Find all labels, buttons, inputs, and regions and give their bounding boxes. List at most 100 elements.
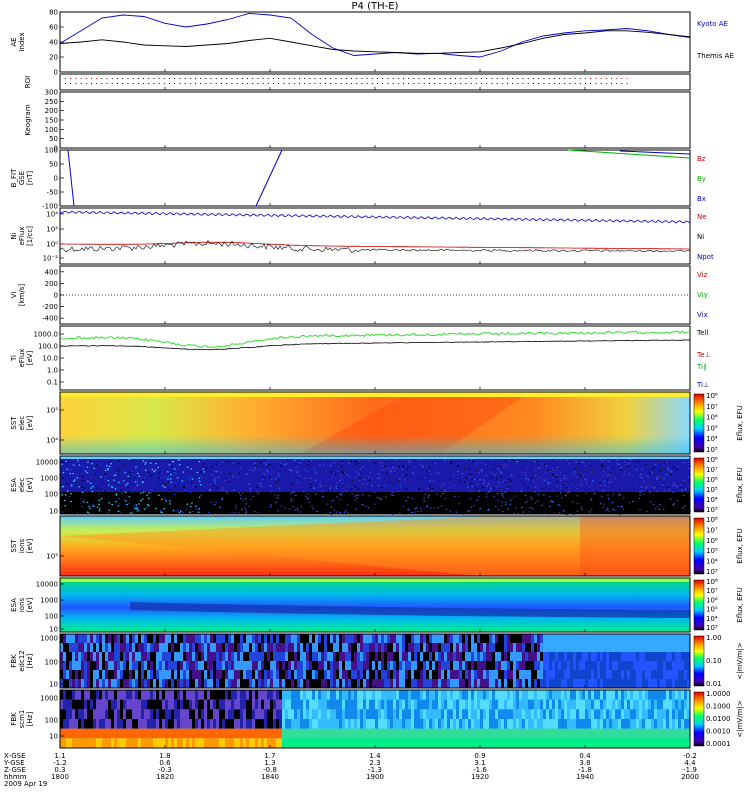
heatmap-pixel [320, 508, 322, 509]
heatmap-cell [156, 690, 159, 700]
heatmap-pixel [549, 496, 551, 497]
heatmap-pixel [687, 489, 689, 490]
heatmap-cell [168, 634, 171, 643]
heatmap-pixel [666, 462, 668, 463]
heatmap-cell [330, 709, 333, 719]
heatmap-cell [207, 738, 210, 748]
heatmap-cell [552, 679, 555, 688]
heatmap-cell [585, 709, 588, 719]
heatmap-pixel [576, 488, 578, 489]
heatmap-cell [321, 719, 324, 729]
heatmap-cell [543, 719, 546, 729]
heatmap-cell [105, 738, 108, 748]
heatmap-pixel [535, 484, 537, 485]
heatmap-cell [291, 729, 294, 739]
heatmap-cell [414, 729, 417, 739]
heatmap-cell [180, 661, 183, 670]
heatmap-cell [102, 634, 105, 643]
heatmap-cell [279, 738, 282, 748]
heatmap-cell [93, 652, 96, 661]
heatmap-cell [450, 729, 453, 739]
heatmap-cell [510, 652, 513, 661]
heatmap-pixel [568, 506, 570, 507]
heatmap-pixel [277, 497, 279, 498]
heatmap-cell [93, 661, 96, 670]
heatmap-cell [663, 643, 666, 652]
heatmap-cell [357, 679, 360, 688]
bx-trace [256, 150, 282, 206]
heatmap-cell [255, 738, 258, 748]
heatmap-pixel [620, 506, 622, 507]
heatmap-cell [492, 738, 495, 748]
heatmap-pixel [583, 462, 585, 463]
heatmap-pixel [480, 462, 482, 463]
heatmap-pixel [78, 486, 80, 487]
heatmap-cell [618, 729, 621, 739]
heatmap-cell [378, 738, 381, 748]
heatmap-cell [594, 670, 597, 679]
heatmap-cell [129, 709, 132, 719]
heatmap-cell [627, 643, 630, 652]
heatmap-cell [540, 643, 543, 652]
heatmap-cell [231, 661, 234, 670]
legend-label: Kyoto AE [697, 20, 728, 28]
heatmap-pixel [609, 511, 611, 512]
heatmap-cell [381, 670, 384, 679]
heatmap-cell [504, 661, 507, 670]
heatmap-cell [471, 729, 474, 739]
heatmap-cell [315, 670, 318, 679]
heatmap-pixel [129, 491, 131, 492]
heatmap-cell [681, 690, 684, 700]
heatmap-pixel [319, 482, 321, 483]
roi-dot [559, 78, 560, 79]
roi-dot [465, 78, 466, 79]
heatmap-cell [576, 729, 579, 739]
heatmap-pixel [168, 482, 170, 483]
heatmap-cell [318, 643, 321, 652]
heatmap-pixel [293, 506, 295, 507]
heatmap-cell [216, 738, 219, 748]
heatmap-cell [438, 719, 441, 729]
heatmap-cell [240, 709, 243, 719]
heatmap-cell [483, 729, 486, 739]
heatmap-pixel [434, 463, 436, 464]
heatmap-cell [393, 634, 396, 643]
heatmap-pixel [507, 488, 509, 489]
heatmap-pixel [672, 485, 674, 486]
heatmap-cell [636, 729, 639, 739]
heatmap-cell [90, 690, 93, 700]
heatmap-cell [318, 729, 321, 739]
heatmap-cell [492, 709, 495, 719]
heatmap-cell [126, 738, 129, 748]
roi-dot [117, 78, 118, 79]
heatmap-cell [681, 729, 684, 739]
heatmap-cell [384, 652, 387, 661]
heatmap-cell [498, 670, 501, 679]
heatmap-cell [576, 738, 579, 748]
heatmap-cell [534, 679, 537, 688]
heatmap-pixel [210, 484, 212, 485]
heatmap-pixel [138, 503, 140, 504]
heatmap-cell [156, 738, 159, 748]
y-tick-label: 300 [45, 89, 58, 97]
heatmap-cell [201, 738, 204, 748]
heatmap-pixel [330, 487, 332, 488]
y-tick-label: 10⁴ [46, 437, 58, 445]
heatmap-cell [465, 652, 468, 661]
heatmap-pixel [148, 493, 150, 494]
heatmap-cell [627, 679, 630, 688]
heatmap-cell [123, 670, 126, 679]
heatmap-cell [288, 729, 291, 739]
heatmap-pixel [449, 510, 451, 511]
heatmap-cell [117, 709, 120, 719]
heatmap-cell [297, 729, 300, 739]
heatmap-pixel [249, 504, 251, 505]
heatmap-cell [537, 690, 540, 700]
heatmap-pixel [106, 465, 108, 466]
heatmap-pixel [351, 488, 353, 489]
heatmap-pixel [662, 484, 664, 485]
heatmap-cell [396, 679, 399, 688]
heatmap-pixel [240, 498, 242, 499]
heatmap-pixel [139, 476, 141, 477]
heatmap-cell [261, 700, 264, 710]
